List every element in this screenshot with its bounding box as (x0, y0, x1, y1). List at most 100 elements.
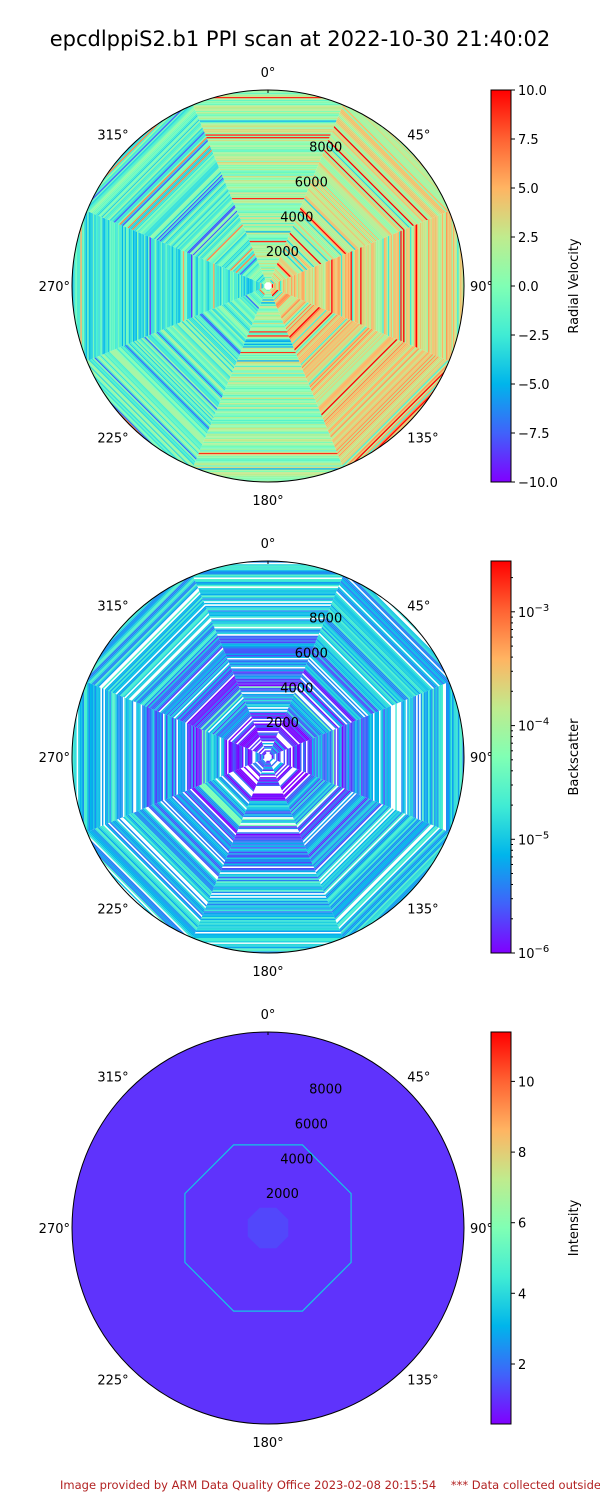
velocity-cell (234, 365, 302, 368)
backscatter-cell (256, 784, 280, 786)
velocity-cell (262, 283, 265, 289)
velocity-cell (112, 221, 114, 351)
backscatter-cell (296, 686, 339, 729)
backscatter-cell (299, 680, 345, 726)
backscatter-cell (146, 635, 219, 708)
backscatter-cell (177, 666, 232, 721)
velocity-cell (168, 326, 228, 386)
velocity-cell (108, 219, 110, 353)
colorbar-label: Radial Velocity (567, 238, 582, 334)
velocity-cell (309, 268, 311, 304)
backscatter-cell (211, 620, 325, 623)
velocity-cell (207, 430, 329, 433)
velocity-cell (256, 274, 264, 282)
backscatter-cell (309, 798, 369, 858)
theta-tick-label: 225° (97, 1373, 128, 1388)
backscatter-cell (202, 912, 334, 915)
velocity-cell (247, 334, 289, 336)
velocity-cell (254, 272, 263, 281)
backscatter-cell (154, 803, 222, 871)
velocity-cell (375, 240, 377, 332)
velocity-cell (199, 313, 241, 355)
intensity-center (247, 1207, 289, 1249)
backscatter-cell (249, 749, 251, 765)
velocity-cell (161, 242, 164, 330)
velocity-cell (336, 354, 434, 452)
backscatter-cell (285, 774, 312, 801)
velocity-cell (239, 215, 297, 218)
backscatter-cell (331, 602, 423, 694)
velocity-cell (243, 225, 293, 227)
backscatter-cell (381, 709, 384, 805)
velocity-cell (309, 327, 369, 387)
velocity-cell (235, 363, 301, 365)
velocity-cell (139, 338, 216, 415)
backscatter-cell (107, 596, 203, 692)
r-tick-label: 8000 (309, 612, 342, 627)
velocity-cell (283, 246, 308, 271)
backscatter-cell (239, 824, 297, 827)
velocity-cell (95, 356, 198, 459)
backscatter-cell (140, 629, 216, 705)
velocity-cell (209, 227, 245, 263)
velocity-cell (227, 245, 252, 270)
backscatter-cell (167, 715, 169, 799)
velocity-cell (152, 238, 154, 334)
velocity-cell (328, 138, 416, 226)
velocity-cell (210, 309, 245, 344)
velocity-cell (331, 349, 423, 441)
velocity-cell (218, 265, 220, 307)
backscatter-cell (335, 728, 338, 786)
backscatter-cell (177, 719, 180, 795)
backscatter-cell (333, 822, 427, 916)
backscatter-cell (320, 629, 396, 705)
backscatter-cell (151, 640, 221, 710)
velocity-cell (292, 275, 294, 297)
backscatter-cell (110, 599, 204, 693)
velocity-cell (199, 120, 337, 122)
velocity-cell (261, 269, 275, 272)
colorbar-tick-label: −10.0 (518, 476, 558, 491)
backscatter-cell (338, 586, 439, 687)
backscatter-cell (131, 812, 213, 894)
velocity-cell (320, 338, 395, 413)
velocity-cell (190, 99, 346, 102)
backscatter-cell (328, 731, 330, 783)
backscatter-cell (342, 831, 449, 938)
velocity-cell (195, 315, 239, 359)
backscatter-cell (273, 762, 283, 772)
velocity-cell (386, 236, 388, 336)
backscatter-cell (210, 617, 326, 620)
velocity-cell (248, 239, 288, 241)
velocity-cell (326, 344, 412, 430)
velocity-cell (311, 267, 314, 305)
backscatter-cell (331, 820, 423, 912)
backscatter-cell (269, 758, 274, 763)
backscatter-cell (417, 694, 420, 820)
backscatter-cell (261, 750, 266, 755)
backscatter-cell (336, 825, 436, 925)
velocity-cell (310, 328, 372, 390)
backscatter-cell (194, 579, 342, 581)
backscatter-cell (300, 789, 348, 837)
backscatter-cell (262, 754, 265, 760)
backscatter-cell (279, 768, 297, 786)
backscatter-cell (227, 716, 252, 741)
velocity-cell (161, 179, 225, 243)
velocity-cell (284, 278, 286, 294)
velocity-cell (257, 310, 279, 312)
velocity-cell (319, 160, 394, 235)
backscatter-cell (216, 705, 248, 737)
velocity-cell (81, 99, 192, 210)
velocity-cell (298, 316, 343, 361)
velocity-cell (320, 338, 397, 415)
velocity-cell (356, 248, 358, 324)
velocity-cell (228, 189, 308, 191)
backscatter-cell (290, 779, 324, 813)
velocity-cell (229, 378, 307, 380)
velocity-cell (309, 185, 369, 245)
backscatter-cell (209, 897, 327, 900)
velocity-cell (192, 210, 238, 256)
velocity-cell (279, 297, 297, 315)
